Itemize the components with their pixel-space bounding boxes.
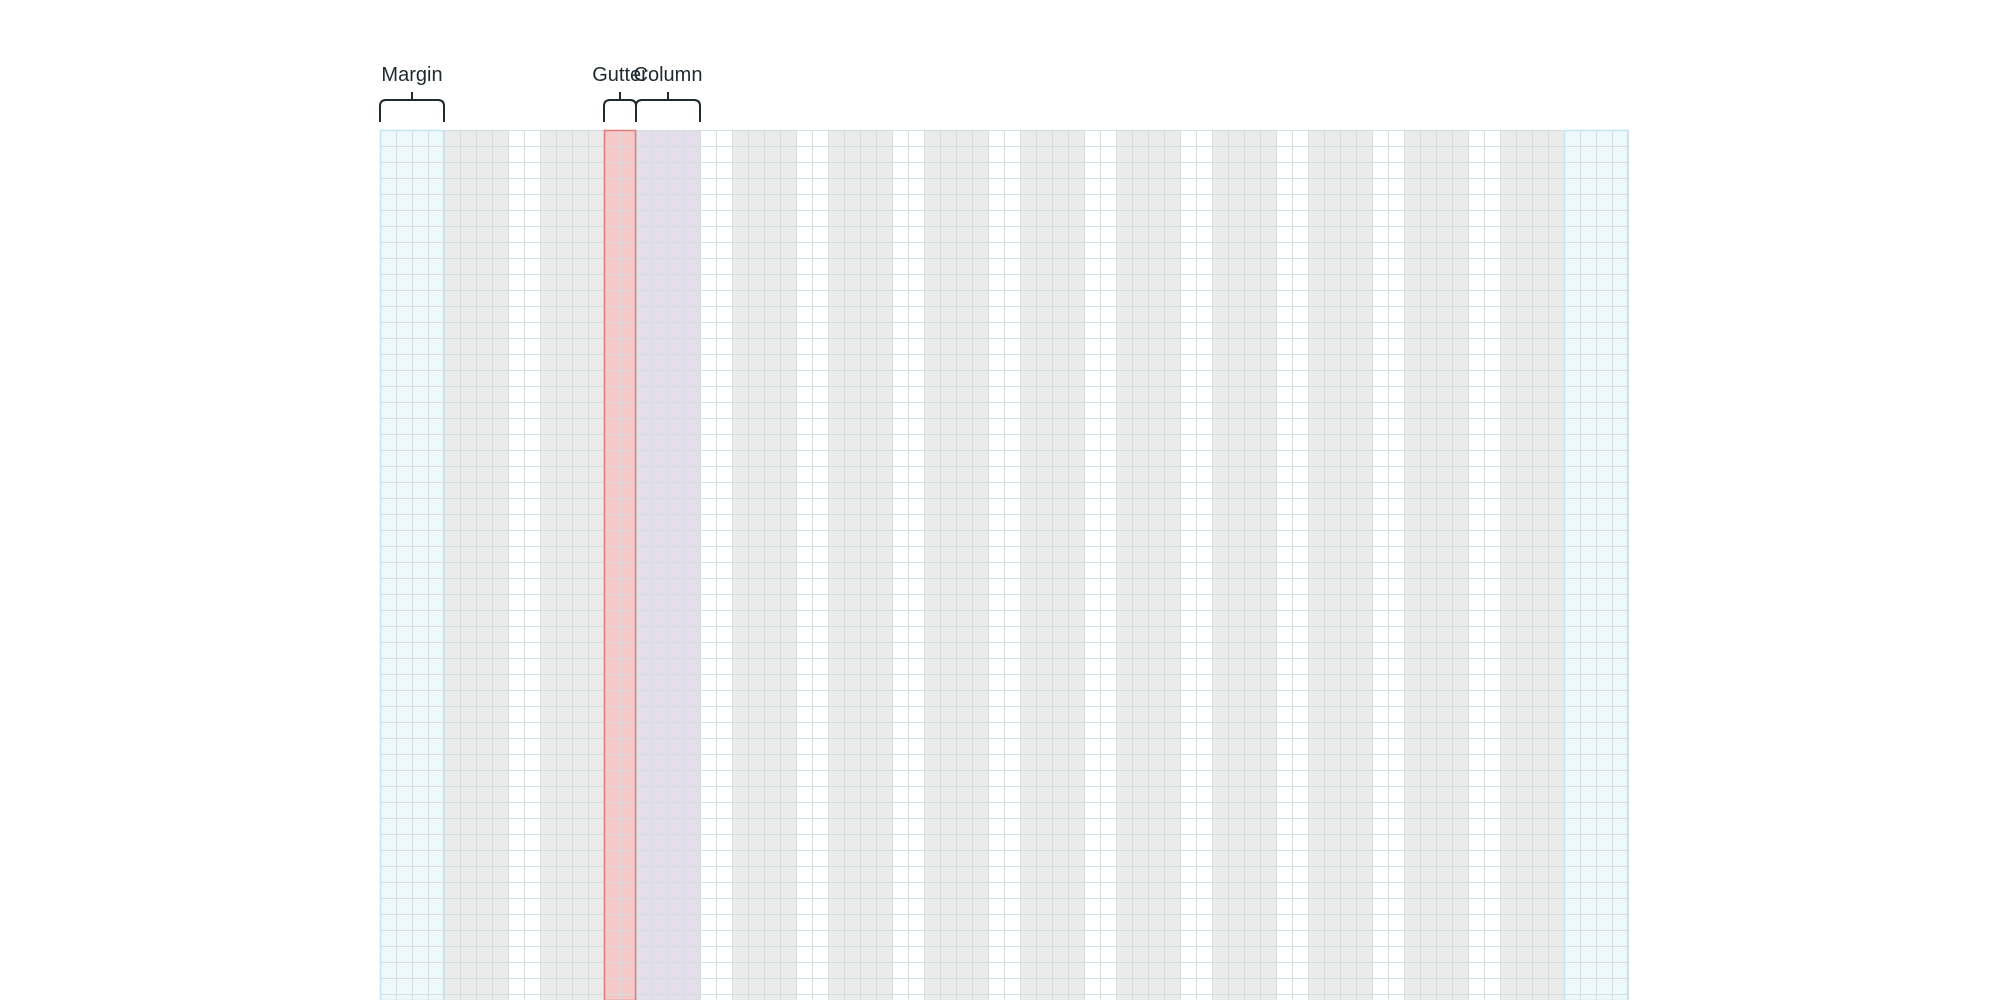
margin-label: Margin	[381, 64, 443, 86]
column-bracket	[635, 92, 701, 122]
baseline-grid	[380, 130, 1629, 1000]
margin-bracket	[379, 92, 445, 122]
column-label: Column	[633, 64, 703, 86]
gutter-bracket	[603, 92, 637, 122]
gutter-label: Gutter	[592, 64, 648, 86]
